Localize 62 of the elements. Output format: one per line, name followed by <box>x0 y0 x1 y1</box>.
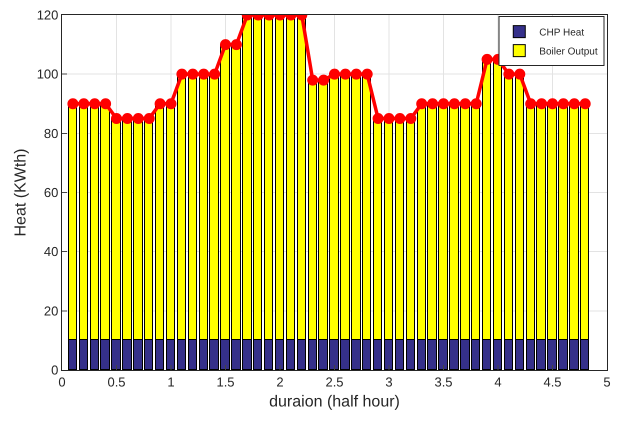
point <box>329 68 340 80</box>
y-tick-label: 0 <box>51 362 58 378</box>
x-axis-title: duraion (half hour) <box>269 393 400 410</box>
point <box>209 68 220 80</box>
point <box>144 113 155 124</box>
point <box>448 98 460 110</box>
point <box>230 39 242 50</box>
point <box>416 98 428 110</box>
point <box>100 98 112 110</box>
point <box>525 98 536 110</box>
y-tick-label: 20 <box>44 303 58 318</box>
point <box>460 98 471 110</box>
y-tick-label: 40 <box>44 244 58 260</box>
point <box>307 74 318 86</box>
point <box>547 98 558 110</box>
point <box>470 98 482 110</box>
point <box>482 54 493 65</box>
x-tick-label: 2 <box>276 374 284 390</box>
point <box>198 68 210 80</box>
point <box>187 68 198 80</box>
y-tick-label: 60 <box>44 185 58 200</box>
point <box>405 113 416 124</box>
point <box>362 68 373 80</box>
legend-label: CHP Heat <box>539 27 584 38</box>
point <box>350 68 362 80</box>
point <box>427 98 438 110</box>
point <box>220 39 231 50</box>
x-tick-label: 5 <box>603 374 611 390</box>
y-tick-label: 120 <box>36 8 58 23</box>
point <box>372 113 384 124</box>
y-tick-label: 100 <box>36 66 58 82</box>
point <box>340 68 351 80</box>
point <box>503 68 514 80</box>
x-tick-label: 4.5 <box>543 374 562 390</box>
point <box>67 98 78 110</box>
y-tick-label: 80 <box>44 126 58 141</box>
x-tick-label: 3.5 <box>434 374 453 390</box>
x-tick-label: 1.5 <box>216 374 235 390</box>
x-tick-label: 4 <box>494 374 502 390</box>
point <box>154 98 166 110</box>
point <box>176 68 188 80</box>
x-tick-label: 2.5 <box>325 374 344 390</box>
point <box>580 98 591 110</box>
point <box>568 98 580 110</box>
point <box>394 113 406 124</box>
point <box>438 98 449 110</box>
point <box>166 98 176 110</box>
legend-label: Boiler Output <box>539 46 598 58</box>
x-tick-label: 0.5 <box>107 374 126 390</box>
point <box>514 68 526 80</box>
point <box>318 74 330 86</box>
point <box>536 98 548 110</box>
point <box>78 98 90 110</box>
point <box>132 113 144 124</box>
point <box>384 113 394 124</box>
point <box>558 98 569 110</box>
x-tick-label: 3 <box>385 374 393 390</box>
point <box>122 113 133 124</box>
y-axis-title: Heat (KWth) <box>12 148 30 237</box>
point <box>111 113 122 124</box>
x-tick-label: 1 <box>167 374 175 390</box>
point <box>89 98 100 110</box>
